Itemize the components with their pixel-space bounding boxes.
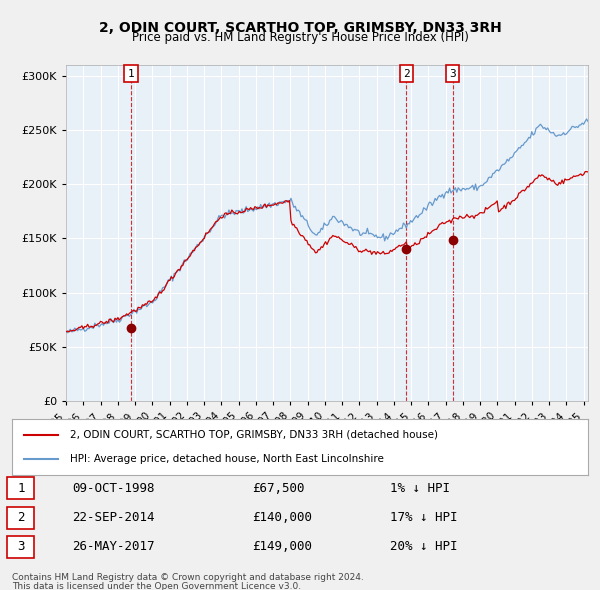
Text: 1: 1 bbox=[128, 68, 134, 78]
Text: 22-SEP-2014: 22-SEP-2014 bbox=[72, 511, 155, 525]
Text: £67,500: £67,500 bbox=[252, 482, 305, 495]
Text: This data is licensed under the Open Government Licence v3.0.: This data is licensed under the Open Gov… bbox=[12, 582, 301, 590]
Text: 17% ↓ HPI: 17% ↓ HPI bbox=[390, 511, 458, 525]
Text: 1: 1 bbox=[17, 482, 25, 495]
Text: 3: 3 bbox=[449, 68, 456, 78]
Text: HPI: Average price, detached house, North East Lincolnshire: HPI: Average price, detached house, Nort… bbox=[70, 454, 383, 464]
Text: Price paid vs. HM Land Registry's House Price Index (HPI): Price paid vs. HM Land Registry's House … bbox=[131, 31, 469, 44]
FancyBboxPatch shape bbox=[7, 507, 34, 529]
Text: 20% ↓ HPI: 20% ↓ HPI bbox=[390, 540, 458, 553]
Text: 2: 2 bbox=[403, 68, 410, 78]
Text: 26-MAY-2017: 26-MAY-2017 bbox=[72, 540, 155, 553]
Text: 3: 3 bbox=[17, 540, 25, 553]
Text: 2, ODIN COURT, SCARTHO TOP, GRIMSBY, DN33 3RH (detached house): 2, ODIN COURT, SCARTHO TOP, GRIMSBY, DN3… bbox=[70, 430, 437, 440]
Text: Contains HM Land Registry data © Crown copyright and database right 2024.: Contains HM Land Registry data © Crown c… bbox=[12, 573, 364, 582]
Text: 2: 2 bbox=[17, 511, 25, 525]
Text: 1% ↓ HPI: 1% ↓ HPI bbox=[390, 482, 450, 495]
Text: 09-OCT-1998: 09-OCT-1998 bbox=[72, 482, 155, 495]
Text: £149,000: £149,000 bbox=[252, 540, 312, 553]
FancyBboxPatch shape bbox=[7, 536, 34, 558]
Text: 2, ODIN COURT, SCARTHO TOP, GRIMSBY, DN33 3RH: 2, ODIN COURT, SCARTHO TOP, GRIMSBY, DN3… bbox=[98, 21, 502, 35]
Text: £140,000: £140,000 bbox=[252, 511, 312, 525]
FancyBboxPatch shape bbox=[7, 477, 34, 499]
